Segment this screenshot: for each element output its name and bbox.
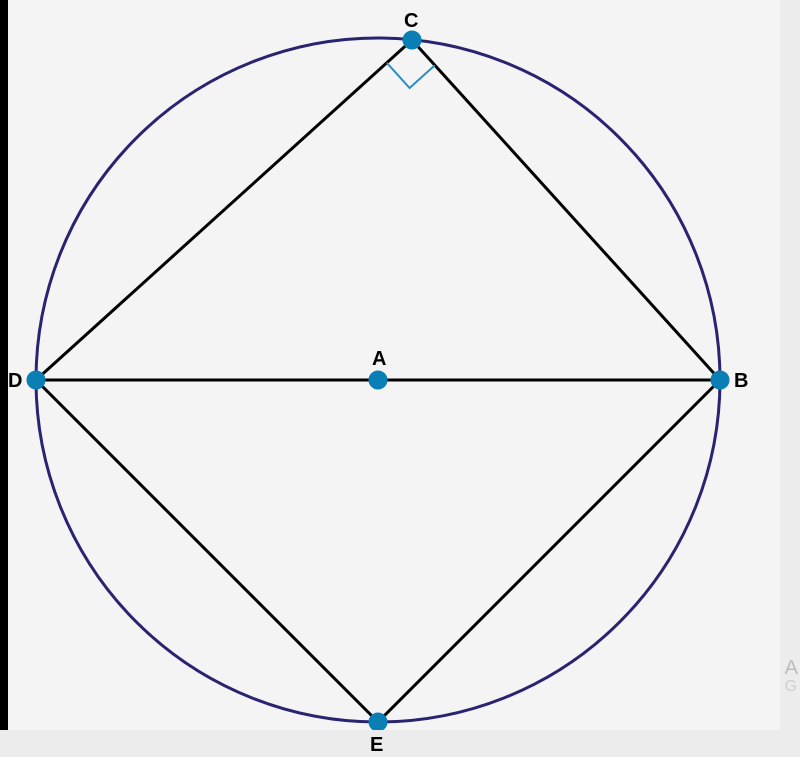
side-caption-line2: G [785,679,798,696]
point-label-b: B [734,370,748,393]
side-caption-line1: A [785,658,798,679]
point-label-a: A [372,348,386,371]
point-label-e: E [370,734,383,757]
stage: ABCDE A G [0,0,800,738]
geometry-svg [8,0,780,730]
point-label-c: C [404,10,418,33]
left-rail [0,0,8,730]
side-caption: A G [785,658,798,696]
point-label-d: D [8,370,22,393]
figure-panel: ABCDE [8,0,780,730]
